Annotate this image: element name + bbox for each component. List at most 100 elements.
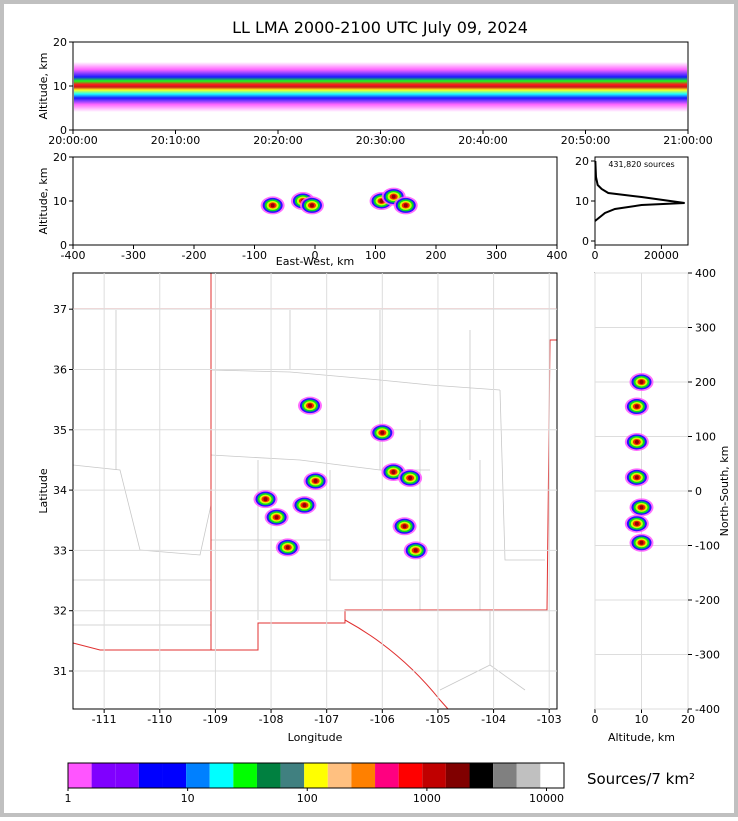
y-tick-label: 200 <box>695 376 716 389</box>
y-tick-label: 300 <box>695 322 716 335</box>
tick-label: 10 <box>181 792 195 805</box>
color-box <box>422 763 446 788</box>
colorbar-label: Sources/7 km² <box>587 770 695 788</box>
source-cluster <box>274 515 279 520</box>
x-tick-label: -300 <box>121 249 146 262</box>
y-tick-label: 10 <box>53 195 67 208</box>
x-tick-label: -108 <box>259 713 284 726</box>
x-tick-label: 200 <box>426 249 447 262</box>
density-band <box>74 62 687 112</box>
color-box <box>469 763 494 788</box>
x-tick-label: 20:20:00 <box>253 134 302 147</box>
y-axis-label: Altitude, km <box>37 167 50 234</box>
y-tick-label: -300 <box>695 649 720 662</box>
y-tick-label: 0 <box>695 485 702 498</box>
x-axis-label: Longitude <box>288 731 343 744</box>
y-axis-label: Latitude <box>37 468 50 514</box>
y-axis-label: North-South, km <box>718 446 731 537</box>
source-cluster <box>309 203 314 208</box>
tick-label: 1000 <box>413 792 441 805</box>
y-tick-label: 400 <box>695 267 716 280</box>
tick-label: 100 <box>297 792 318 805</box>
source-cluster <box>391 194 396 199</box>
source-cluster <box>313 479 318 484</box>
tick-label: 10000 <box>529 792 564 805</box>
y-tick-label: 10 <box>575 195 589 208</box>
tick-label: 1 <box>65 792 72 805</box>
source-cluster <box>639 505 644 510</box>
source-cluster <box>403 203 408 208</box>
x-tick-label: -105 <box>425 713 450 726</box>
color-box <box>138 763 163 788</box>
x-tick-label: 10 <box>635 713 649 726</box>
color-box <box>375 763 399 788</box>
axes-frame <box>72 272 558 710</box>
y-tick-label: 20 <box>53 36 67 49</box>
x-tick-label: 20:10:00 <box>151 134 200 147</box>
x-tick-label: 20 <box>681 713 695 726</box>
x-tick-label: -109 <box>203 713 228 726</box>
color-box <box>493 763 517 788</box>
y-tick-label: 100 <box>695 431 716 444</box>
y-tick-label: -100 <box>695 540 720 553</box>
source-cluster <box>639 540 644 545</box>
color-box <box>304 763 328 788</box>
y-tick-label: 36 <box>53 363 67 376</box>
color-box <box>516 763 541 788</box>
source-cluster <box>402 524 407 529</box>
color-box <box>445 763 470 788</box>
x-tick-label: 20:50:00 <box>561 134 610 147</box>
x-tick-label: -400 <box>61 249 86 262</box>
x-tick-label: 20000 <box>644 249 679 262</box>
source-cluster <box>270 203 275 208</box>
x-tick-label: 20:30:00 <box>356 134 405 147</box>
x-tick-label: 300 <box>486 249 507 262</box>
x-tick-label: -100 <box>242 249 267 262</box>
color-box <box>68 763 92 788</box>
color-box <box>186 763 210 788</box>
x-tick-label: 20:00:00 <box>48 134 97 147</box>
annotation: 431,820 sources <box>608 160 674 169</box>
y-tick-label: 10 <box>53 80 67 93</box>
y-axis-label: Altitude, km <box>37 52 50 119</box>
x-tick-label: 100 <box>365 249 386 262</box>
x-tick-label: 0 <box>592 249 599 262</box>
color-box <box>233 763 257 788</box>
y-tick-label: 0 <box>60 239 67 252</box>
title: LL LMA 2000-2100 UTC July 09, 2024 <box>232 18 528 37</box>
y-tick-label: 37 <box>53 303 67 316</box>
x-tick-label: -110 <box>147 713 172 726</box>
y-tick-label: 33 <box>53 544 67 557</box>
x-tick-label: 0 <box>312 249 319 262</box>
y-tick-label: -400 <box>695 703 720 716</box>
x-tick-label: -107 <box>314 713 339 726</box>
source-cluster <box>307 403 312 408</box>
y-tick-label: 34 <box>53 484 67 497</box>
x-tick-label: -106 <box>370 713 395 726</box>
y-tick-label: -200 <box>695 594 720 607</box>
color-box <box>256 763 281 788</box>
x-axis-label: Altitude, km <box>608 731 675 744</box>
y-tick-label: 0 <box>60 124 67 137</box>
color-box <box>327 763 352 788</box>
source-histogram <box>594 160 685 222</box>
x-tick-label: 400 <box>547 249 568 262</box>
source-cluster <box>634 404 639 409</box>
y-tick-label: 20 <box>53 151 67 164</box>
x-axis-label: East-West, km <box>276 255 354 268</box>
source-cluster <box>302 503 307 508</box>
y-tick-label: 31 <box>53 665 67 678</box>
y-tick-label: 32 <box>53 605 67 618</box>
x-tick-label: 0 <box>592 713 599 726</box>
x-tick-label: -103 <box>537 713 562 726</box>
color-box <box>115 763 139 788</box>
x-tick-label: -111 <box>92 713 117 726</box>
y-tick-label: 0 <box>582 235 589 248</box>
color-box <box>91 763 116 788</box>
color-box <box>540 763 564 788</box>
y-tick-label: 20 <box>575 155 589 168</box>
color-box <box>209 763 234 788</box>
color-box <box>162 763 187 788</box>
